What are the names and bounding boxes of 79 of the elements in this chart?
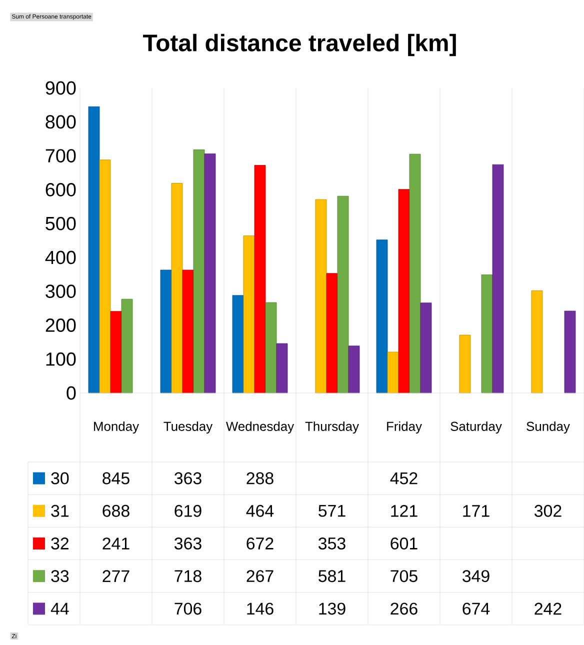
bar xyxy=(243,236,255,394)
data-label: 705 xyxy=(390,570,418,582)
y-tick-label: 800 xyxy=(46,115,76,129)
legend-label: 44 xyxy=(50,602,69,615)
data-label: 121 xyxy=(391,504,418,517)
data-label: 718 xyxy=(174,570,202,582)
bar xyxy=(531,290,543,394)
bar xyxy=(88,106,100,394)
data-label: 171 xyxy=(463,505,490,517)
data-label: 706 xyxy=(174,602,202,615)
bar xyxy=(398,189,410,394)
data-label: 353 xyxy=(318,537,346,550)
bar xyxy=(409,154,421,394)
bar xyxy=(348,346,360,394)
y-tick-label: 0 xyxy=(66,386,76,400)
data-label: 674 xyxy=(462,602,490,615)
bar xyxy=(110,311,122,394)
bar xyxy=(276,343,288,394)
y-tick-label: 400 xyxy=(45,250,76,264)
data-label: 288 xyxy=(246,472,274,484)
bar xyxy=(232,295,244,394)
y-tick-label: 200 xyxy=(46,318,76,332)
bar xyxy=(459,334,471,394)
data-label: 464 xyxy=(246,504,274,517)
bar xyxy=(564,310,576,394)
data-label: 845 xyxy=(102,472,130,484)
y-tick-label: 600 xyxy=(46,182,76,196)
bar xyxy=(315,199,327,394)
data-label: 349 xyxy=(462,570,490,582)
bar xyxy=(337,196,349,394)
bar xyxy=(193,149,205,394)
x-tick-label: Friday xyxy=(386,421,422,434)
x-tick-label: Sunday xyxy=(526,421,570,434)
x-tick-label: Thursday xyxy=(305,421,359,434)
bar xyxy=(387,352,399,394)
bar xyxy=(99,160,111,394)
chart-title: Total distance traveled [km] xyxy=(142,34,456,56)
y-tick-label: 900 xyxy=(46,81,76,95)
y-tick-label: 700 xyxy=(46,149,76,162)
data-label: 266 xyxy=(390,602,418,615)
legend-label: 33 xyxy=(51,570,69,582)
bar xyxy=(254,165,266,394)
bar xyxy=(492,164,504,394)
data-label: 571 xyxy=(318,504,346,517)
y-tick-label: 300 xyxy=(46,284,76,298)
legend-label: 31 xyxy=(51,504,68,517)
data-label: 146 xyxy=(247,602,274,615)
data-label: 363 xyxy=(174,472,202,484)
data-label: 302 xyxy=(534,504,562,517)
data-label: 241 xyxy=(102,538,130,550)
data-label: 267 xyxy=(246,570,274,582)
data-label: 277 xyxy=(102,570,130,582)
x-tick-label: Saturday xyxy=(450,421,502,434)
bar xyxy=(420,302,432,394)
bar xyxy=(326,273,338,394)
bar xyxy=(376,240,388,394)
data-label: 452 xyxy=(390,472,418,484)
x-tick-label: Tuesday xyxy=(164,421,212,434)
bar xyxy=(182,270,194,394)
legend-label: 32 xyxy=(51,537,68,550)
bar xyxy=(481,274,493,394)
data-label: 619 xyxy=(174,504,202,517)
data-label: 242 xyxy=(534,602,562,615)
bar xyxy=(160,270,172,394)
bar xyxy=(121,298,133,394)
y-tick-label: 500 xyxy=(46,216,76,230)
bar xyxy=(265,302,277,394)
data-label: 672 xyxy=(246,537,274,550)
bar xyxy=(204,154,216,394)
x-tick-label: Monday xyxy=(94,421,139,434)
legend-label: 30 xyxy=(51,472,69,484)
x-tick-label: Wednesday xyxy=(226,421,294,434)
data-label: 363 xyxy=(174,537,202,550)
y-tick-label: 100 xyxy=(46,352,76,366)
data-label: 601 xyxy=(390,537,418,550)
data-label: 581 xyxy=(318,570,346,582)
data-label: 688 xyxy=(102,504,130,517)
data-label: 139 xyxy=(319,602,346,615)
bar xyxy=(171,183,183,394)
